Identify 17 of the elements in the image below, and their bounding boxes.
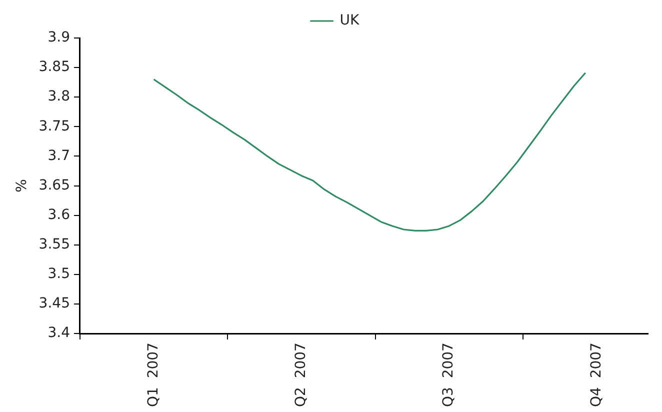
y-tick-label: 3.8 [48, 88, 70, 105]
x-tick-label: Q2 2007 [293, 342, 310, 408]
legend-label: UK [340, 12, 360, 29]
x-tick-label: Q1 2007 [145, 342, 162, 408]
y-tick-label: 3.55 [38, 236, 70, 253]
y-axis-title: % [14, 179, 30, 192]
x-tick-label: Q4 2007 [588, 342, 604, 408]
y-tick-label: 3.7 [48, 148, 70, 164]
y-tick-label: 3.65 [38, 177, 70, 194]
y-tick-label: 3.6 [48, 206, 70, 223]
y-tick-label: 3.75 [38, 118, 70, 134]
y-tick-label: 3.5 [48, 266, 70, 282]
y-tick-label: 3.45 [38, 296, 70, 312]
y-tick-label: 3.85 [38, 59, 70, 76]
y-tick-label: 3.4 [48, 325, 70, 342]
x-tick-label: Q3 2007 [440, 342, 457, 408]
y-tick-label: 3.9 [48, 30, 70, 46]
